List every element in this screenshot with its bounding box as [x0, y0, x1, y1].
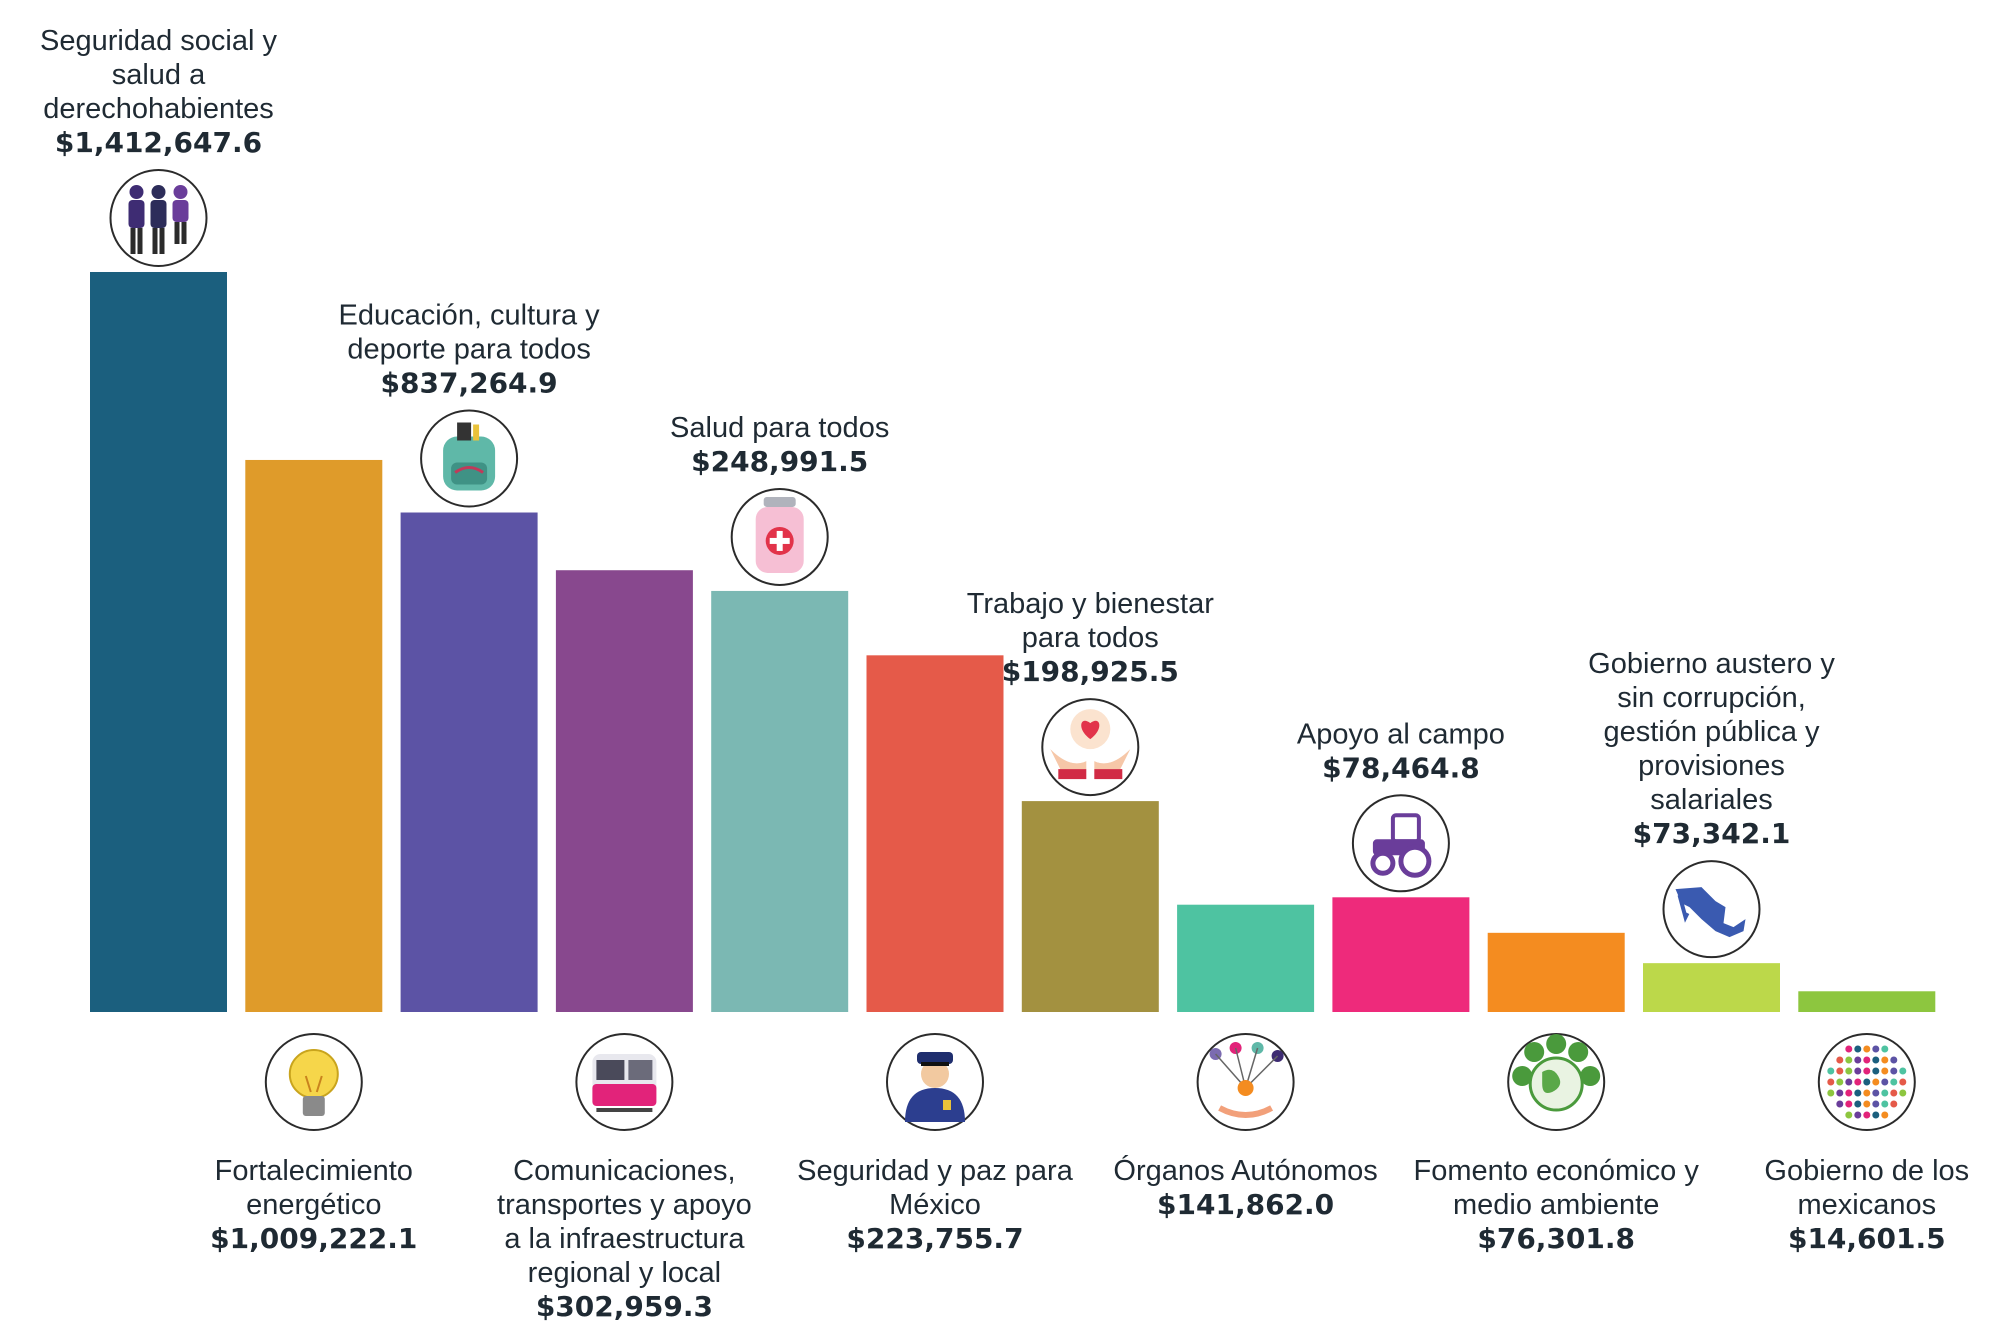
category-label-8: Órganos Autónomos [1113, 1154, 1377, 1187]
police-officer-icon [886, 1033, 984, 1131]
tractor-icon [1351, 794, 1450, 893]
crowd-icon [1817, 1033, 1916, 1131]
value-label-10: $76,301.8 [1477, 1222, 1635, 1255]
bar-9 [1332, 897, 1470, 1012]
value-label-8: $141,862.0 [1157, 1188, 1334, 1221]
bar-1 [90, 272, 227, 1012]
value-label-7: $198,925.5 [1002, 655, 1179, 688]
bar-12 [1798, 991, 1936, 1012]
family-icon [109, 169, 208, 267]
globe-trees-icon [1507, 1033, 1606, 1131]
value-label-6: $223,755.7 [846, 1222, 1023, 1255]
train-icon [575, 1033, 674, 1131]
backpack-icon [420, 409, 519, 508]
category-label-3: Educación, cultura y deporte para todos [339, 300, 601, 366]
value-label-9: $78,464.8 [1322, 751, 1480, 784]
bar-3 [400, 512, 538, 1012]
category-label-7: Trabajo y bienestar para todos [967, 588, 1215, 654]
bar-2 [245, 459, 383, 1013]
bar-10 [1487, 932, 1625, 1012]
category-label-10: Fomento económico y medio ambiente [1414, 1155, 1700, 1221]
category-label-2: Fortalecimiento energético [215, 1155, 413, 1221]
value-label-11: $73,342.1 [1633, 817, 1791, 850]
hands-heart-icon [1041, 698, 1140, 797]
category-label-5: Salud para todos [670, 412, 889, 444]
value-label-12: $14,601.5 [1788, 1222, 1946, 1255]
value-label-3: $837,264.9 [381, 367, 558, 400]
category-label-4: Comunicaciones, transportes y apoyo a la i… [497, 1155, 752, 1289]
mexico-map-icon [1662, 860, 1761, 959]
category-label-12: Gobierno de los mexicanos [1764, 1155, 1969, 1221]
category-label-1: Seguridad social y salud a derechohabiente… [40, 25, 277, 125]
category-label-6: Seguridad y paz para México [797, 1155, 1074, 1221]
value-label-5: $248,991.5 [691, 445, 868, 478]
bar-4 [555, 570, 693, 1012]
value-label-4: $302,959.3 [536, 1290, 713, 1323]
value-label-1: $1,412,647.6 [55, 126, 262, 159]
bar-8 [1177, 904, 1315, 1012]
medicine-bottle-icon [730, 487, 829, 586]
bars-layer [90, 272, 1936, 1013]
bar-11 [1643, 963, 1780, 1012]
network-hand-icon [1196, 1033, 1295, 1131]
value-label-2: $1,009,222.1 [210, 1222, 417, 1255]
bar-5 [711, 590, 849, 1012]
bar-7 [1021, 801, 1159, 1012]
category-label-9: Apoyo al campo [1297, 718, 1505, 750]
category-label-11: Gobierno austero y sin corrupción, gestión… [1588, 648, 1835, 816]
lightbulb-icon [264, 1033, 363, 1131]
bar-6 [866, 655, 1004, 1012]
icons-layer [109, 169, 1916, 1131]
